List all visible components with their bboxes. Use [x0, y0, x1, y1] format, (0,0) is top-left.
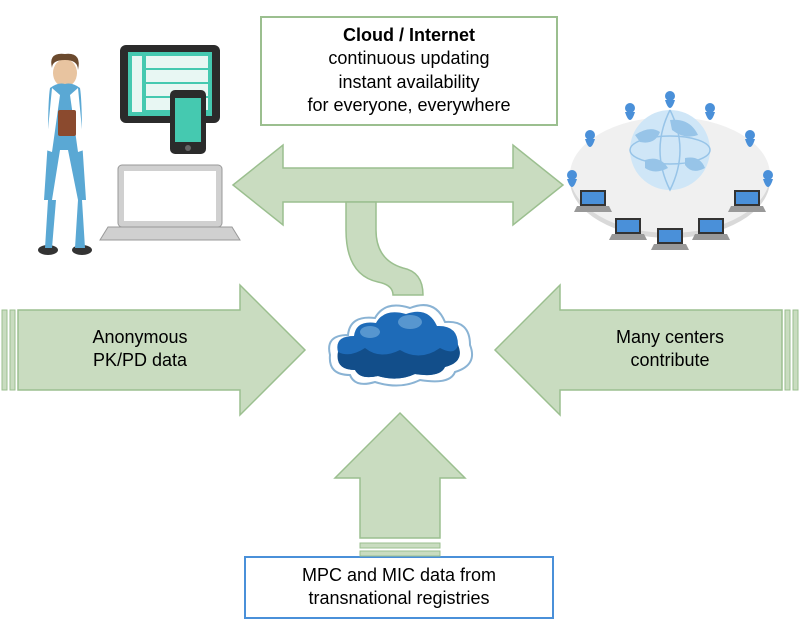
arrow-right-line1: Many centers [590, 326, 750, 349]
bottom-box-line1: MPC and MIC data from [258, 564, 540, 587]
bottom-box-line2: transnational registries [258, 587, 540, 610]
arrow-bottom [330, 408, 470, 558]
arrow-right-label: Many centers contribute [590, 326, 750, 373]
center-cloud-icon [320, 290, 480, 410]
top-box-line2: continuous updating [274, 47, 544, 70]
top-cloud-box: Cloud / Internet continuous updating ins… [260, 16, 558, 126]
arrow-left-line2: PK/PD data [60, 349, 220, 372]
top-box-line4: for everyone, everywhere [274, 94, 544, 117]
bottom-mpc-box: MPC and MIC data from transnational regi… [244, 556, 554, 619]
top-box-title: Cloud / Internet [343, 25, 475, 45]
arrow-left-label: Anonymous PK/PD data [60, 326, 220, 373]
top-box-line3: instant availability [274, 71, 544, 94]
arrow-right-line2: contribute [590, 349, 750, 372]
arrow-left-line1: Anonymous [60, 326, 220, 349]
arrow-top-bidir [228, 130, 568, 300]
globe-network-illustration [560, 80, 780, 260]
doctor-devices-illustration [30, 40, 260, 270]
